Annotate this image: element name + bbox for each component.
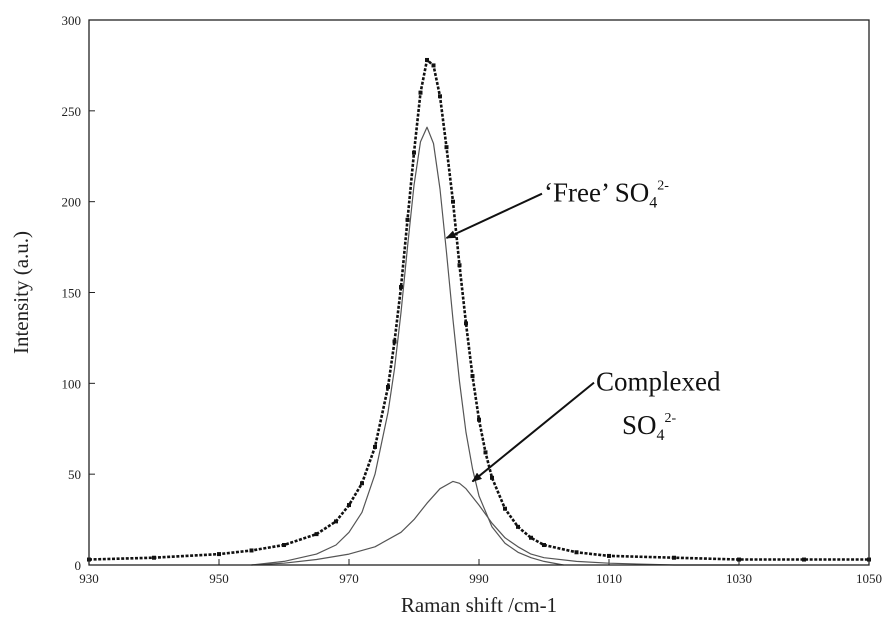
y-tick-label: 150 (62, 286, 82, 301)
data-point (314, 532, 319, 537)
y-axis-title: Intensity (a.u.) (9, 231, 33, 354)
data-point (373, 444, 377, 449)
data-point (516, 524, 520, 529)
data-point (470, 374, 475, 379)
annotation-label-0: ‘Free’ SO42- (544, 178, 669, 212)
data-point (425, 57, 429, 62)
data-point (464, 321, 468, 326)
data-point (529, 535, 533, 540)
series-2-fit-line (251, 480, 739, 566)
x-tick-label: 1010 (596, 571, 622, 586)
data-point (490, 475, 494, 480)
y-tick-label: 0 (75, 558, 82, 573)
data-point (542, 543, 546, 548)
ticks-layer: 930 950 970 990 1010 1030 1050 0 50 100 150 200 250 3… (62, 13, 883, 586)
y-tick-label: 100 (62, 376, 82, 391)
data-point (737, 557, 741, 562)
plot-frame (88, 19, 870, 566)
x-tick-label: 1050 (856, 571, 882, 586)
x-tick-label: 1030 (726, 571, 752, 586)
data-point (802, 557, 806, 562)
annotation-subscript: 4 (649, 195, 657, 212)
x-axis-title: Raman shift /cm-1 (401, 593, 557, 617)
data-point (412, 150, 416, 155)
data-point (672, 555, 676, 560)
data-point (574, 550, 579, 555)
data-point (399, 285, 403, 290)
y-tick-label: 300 (62, 13, 82, 28)
data-point (483, 450, 488, 455)
annotation-arrow-1 (471, 381, 595, 483)
annotation-layer: ‘Free’ SO42- Complexed SO42- (445, 178, 721, 483)
annotation-arrow-0 (445, 192, 543, 239)
data-point (386, 384, 390, 389)
data-point (347, 503, 351, 508)
data-point (444, 145, 449, 150)
series-1-fit-line (251, 126, 564, 566)
data-point (477, 417, 481, 422)
annotation-label-2: SO42- (622, 410, 677, 444)
annotation-subscript: 4 (657, 427, 665, 444)
x-tick-label: 990 (469, 571, 489, 586)
data-point (457, 263, 462, 268)
series-0-measured-line (88, 58, 869, 561)
annotation-superscript: 2- (657, 179, 669, 194)
series-0-markers (87, 57, 871, 562)
data-point (152, 555, 156, 560)
data-point (503, 506, 507, 511)
annotation-superscript: 2- (665, 411, 677, 426)
series-layer (87, 57, 871, 566)
data-point (431, 63, 436, 68)
x-tick-label: 970 (339, 571, 359, 586)
data-point (451, 199, 455, 204)
y-tick-label: 250 (62, 104, 82, 119)
x-tick-label: 930 (79, 571, 99, 586)
data-point (282, 543, 286, 548)
annotation-label-1: Complexed (596, 367, 721, 397)
data-point (217, 552, 221, 557)
data-point (438, 94, 442, 99)
y-tick-label: 200 (62, 195, 82, 210)
data-point (249, 548, 254, 553)
data-point (418, 90, 423, 95)
data-point (334, 519, 338, 524)
data-point (360, 481, 364, 486)
y-tick-label: 50 (68, 467, 81, 482)
data-point (405, 217, 410, 222)
data-point (392, 339, 397, 344)
data-point (607, 553, 611, 558)
x-tick-label: 950 (209, 571, 229, 586)
